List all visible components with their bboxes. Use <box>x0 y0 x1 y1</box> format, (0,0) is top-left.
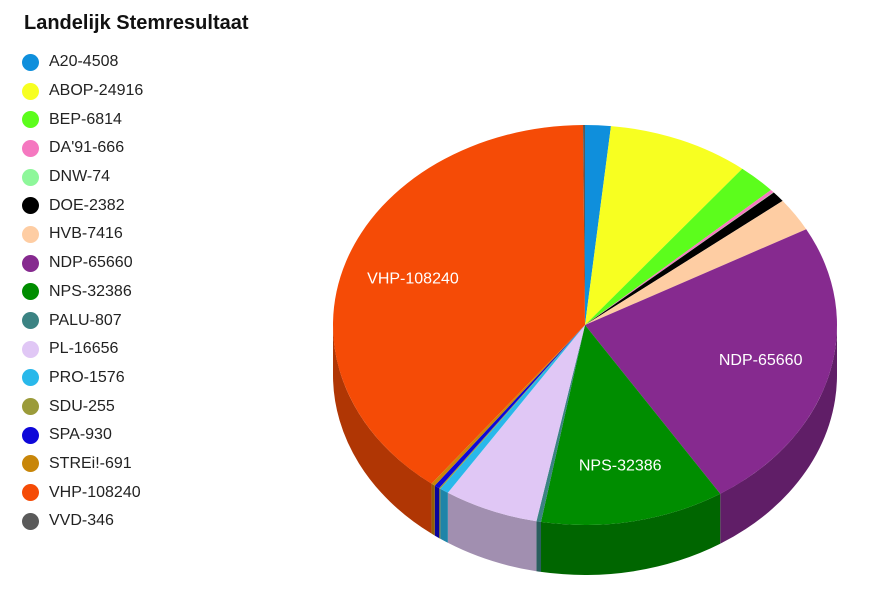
legend-item: DNW-74 <box>22 163 143 192</box>
legend-swatch <box>22 312 39 330</box>
legend-swatch <box>22 111 39 129</box>
legend-swatch <box>22 398 39 416</box>
legend-label: DNW-74 <box>49 168 111 186</box>
pie-slice <box>439 325 585 489</box>
slice-data-label: VHP-108240 <box>367 270 459 287</box>
legend-item: VVD-346 <box>22 507 143 536</box>
pie-slice-side <box>439 488 441 539</box>
legend-label: NPS-32386 <box>49 282 132 300</box>
pie-slice <box>585 229 837 494</box>
legend-label: HVB-7416 <box>49 225 123 243</box>
legend-swatch <box>22 53 39 71</box>
legend-swatch <box>22 455 39 473</box>
pie-slice-side <box>434 485 440 539</box>
legend: A20-4508 ABOP-24916 BEP-6814 DA'91-666 DNW-7… <box>22 48 143 536</box>
legend-item: STREi!-691 <box>22 450 143 479</box>
pie-slice <box>585 200 807 325</box>
pie-slice <box>536 325 585 522</box>
pie-side-walls <box>333 325 837 575</box>
legend-swatch <box>22 168 39 186</box>
legend-label: VHP-108240 <box>49 483 141 501</box>
pie-slice <box>585 192 774 325</box>
pie-slice <box>333 125 585 484</box>
legend-item: DOE-2382 <box>22 191 143 220</box>
legend-item: DA'91-666 <box>22 134 143 163</box>
legend-swatch <box>22 512 39 530</box>
pie-slice <box>585 190 774 325</box>
pie-slice-side <box>720 325 837 544</box>
pie-slice-side <box>431 483 435 536</box>
legend-label: PALU-807 <box>49 311 122 329</box>
pie-slice <box>431 325 585 486</box>
pie-slice <box>447 325 585 522</box>
legend-label: BEP-6814 <box>49 110 122 128</box>
pie-data-labels: NDP-65660 NPS-32386 VHP-108240 <box>367 270 802 474</box>
slice-data-label: NPS-32386 <box>579 457 662 474</box>
legend-item: SPA-930 <box>22 421 143 450</box>
legend-item: A20-4508 <box>22 48 143 77</box>
pie-slice <box>585 125 611 325</box>
pie-slice-side <box>440 488 448 543</box>
chart-title: Landelijk Stemresultaat <box>24 12 249 34</box>
slice-data-label: NDP-65660 <box>719 352 803 369</box>
pie-slice <box>585 192 783 325</box>
legend-item: SDU-255 <box>22 392 143 421</box>
legend-label: VVD-346 <box>49 512 114 530</box>
legend-swatch <box>22 426 39 444</box>
pie-slice-side <box>333 325 432 534</box>
legend-label: A20-4508 <box>49 53 119 71</box>
legend-item: PALU-807 <box>22 306 143 335</box>
legend-label: DA'91-666 <box>49 139 125 157</box>
legend-label: SPA-930 <box>49 426 112 444</box>
legend-swatch <box>22 225 39 243</box>
legend-item: PL-16656 <box>22 335 143 364</box>
pie-slice <box>541 325 721 525</box>
legend-item: NPS-32386 <box>22 278 143 307</box>
legend-label: SDU-255 <box>49 397 115 415</box>
legend-label: NDP-65660 <box>49 254 133 272</box>
legend-item: PRO-1576 <box>22 364 143 393</box>
legend-swatch <box>22 254 39 272</box>
legend-swatch <box>22 369 39 387</box>
pie-slice <box>440 325 585 493</box>
legend-item: BEP-6814 <box>22 105 143 134</box>
legend-item: HVB-7416 <box>22 220 143 249</box>
legend-swatch <box>22 139 39 157</box>
legend-label: DOE-2382 <box>49 196 125 214</box>
pie-slice <box>583 125 585 325</box>
legend-swatch <box>22 484 39 502</box>
pie-slice-side <box>536 521 542 572</box>
legend-label: PL-16656 <box>49 340 119 358</box>
legend-swatch <box>22 82 39 100</box>
legend-label: PRO-1576 <box>49 368 125 386</box>
pie-top <box>333 125 837 525</box>
pie-slice <box>434 325 585 489</box>
pie-slice-side <box>447 492 537 572</box>
legend-label: STREi!-691 <box>49 454 132 472</box>
legend-swatch <box>22 283 39 301</box>
legend-swatch <box>22 340 39 358</box>
legend-item: NDP-65660 <box>22 249 143 278</box>
pie-slice-side <box>541 493 721 575</box>
legend-swatch <box>22 197 39 215</box>
legend-item: VHP-108240 <box>22 478 143 507</box>
legend-label: ABOP-24916 <box>49 82 144 100</box>
legend-item: ABOP-24916 <box>22 77 143 106</box>
pie-slice <box>585 168 771 325</box>
pie-slice <box>585 126 743 326</box>
